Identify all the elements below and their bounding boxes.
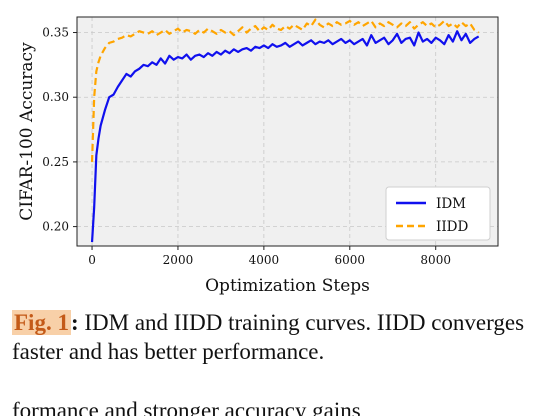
cut-off-text-line: formance and stronger accuracy gains — [12, 398, 361, 416]
legend-label-idm: IDM — [436, 196, 466, 212]
legend: IDM IIDD — [385, 186, 491, 241]
x-tick-label: 2000 — [163, 253, 194, 267]
x-tick-label: 0 — [88, 253, 96, 267]
x-tick-label: 4000 — [249, 253, 280, 267]
figure-caption: Fig. 1: IDM and IIDD training curves. II… — [12, 308, 524, 366]
plot-frame — [76, 16, 499, 247]
series-line-idm — [90, 30, 480, 243]
x-axis-label: Optimization Steps — [205, 276, 370, 296]
y-tick-label: 0.30 — [42, 90, 69, 104]
caption-colon: : — [70, 310, 79, 335]
x-tick-label: 8000 — [420, 253, 451, 267]
figure-reference-link[interactable]: Fig. 1 — [12, 310, 71, 335]
axis-ticks: 0 2000 4000 6000 8000 0.20 0.25 0.30 0.35 — [42, 26, 451, 267]
series-layer — [90, 18, 480, 243]
training-curves-chart: 0 2000 4000 6000 8000 0.20 0.25 0.30 0.35 Optimi… — [17, 16, 499, 296]
x-tick-label: 6000 — [335, 253, 366, 267]
y-axis-label: CIFAR-100 Accuracy — [17, 42, 37, 221]
y-tick-label: 0.35 — [42, 26, 69, 40]
y-tick-label: 0.25 — [42, 155, 69, 169]
series-line-iidd — [90, 18, 480, 162]
legend-label-iidd: IIDD — [436, 219, 468, 235]
caption-text: IDM and IIDD training curves. IIDD conve… — [12, 310, 525, 364]
y-tick-label: 0.20 — [42, 220, 69, 234]
